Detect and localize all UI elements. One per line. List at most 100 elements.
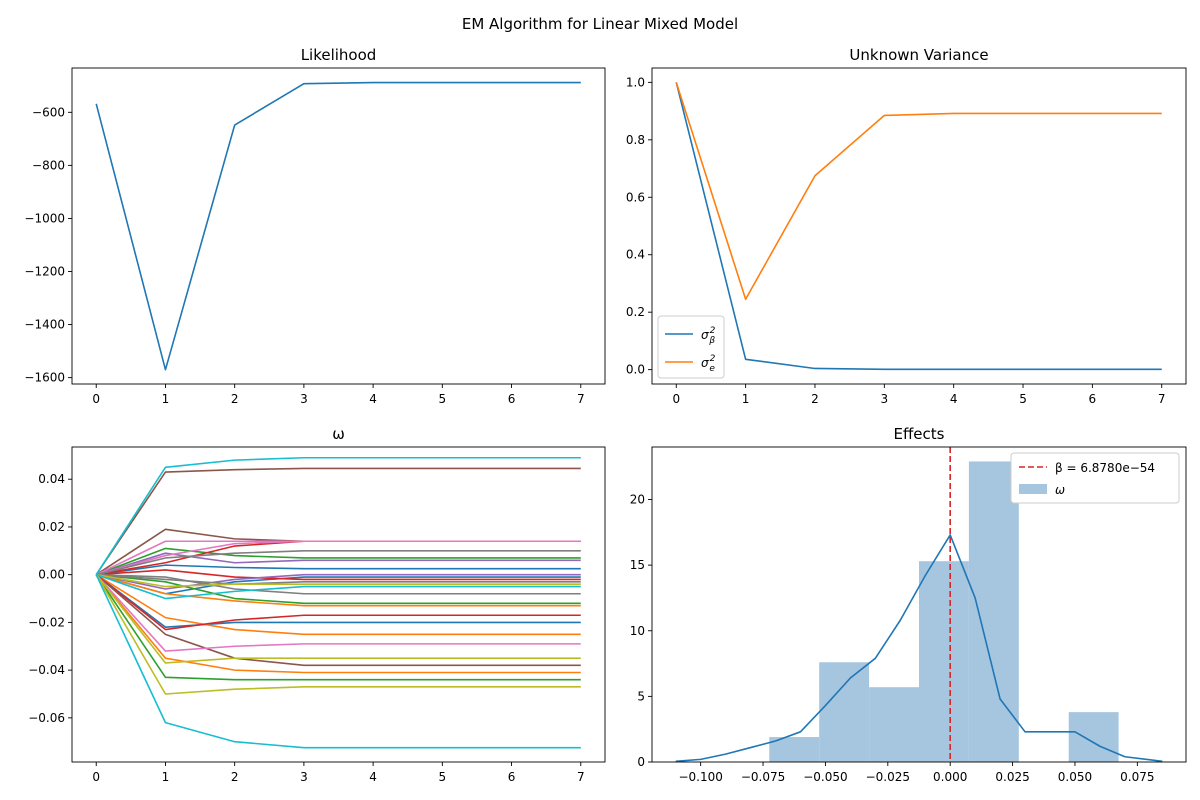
x-tick-label: 0.050 — [1058, 770, 1092, 784]
series-line — [95, 467, 581, 576]
y-tick-label: 0 — [637, 755, 645, 769]
y-tick-label: 0.0 — [626, 363, 645, 377]
series-line — [95, 574, 581, 664]
y-tick-label: −0.04 — [28, 663, 65, 677]
x-tick-label: 2 — [231, 392, 239, 406]
x-tick-label: −0.050 — [803, 770, 847, 784]
y-tick-label: 0.4 — [626, 248, 645, 262]
y-tick-label: 10 — [630, 624, 645, 638]
x-tick-label: 2 — [231, 770, 239, 784]
series-line — [96, 573, 581, 590]
histogram-bar — [819, 662, 870, 762]
panel-title: Likelihood — [301, 46, 377, 64]
axes-frame — [651, 67, 1187, 385]
series-line — [95, 540, 581, 576]
x-tick-label: 7 — [1158, 392, 1166, 406]
omega-panel: ω 0 1 2 3 4 5 6 7 −0.06 −0.04 −0.02 0.00 0.02 0.04 — [28, 425, 606, 784]
x-tick-label: 7 — [577, 770, 585, 784]
x-tick-label: 4 — [369, 770, 377, 784]
series-line — [96, 569, 581, 581]
x-tick-label: 1 — [162, 392, 170, 406]
y-tick-label: −1600 — [24, 371, 65, 385]
variance-panel: Unknown Variance 0 1 2 3 4 5 6 7 0.0 0.2 0.4 0.6 0.8 1… — [626, 46, 1187, 406]
y-tick-label: 0.04 — [38, 472, 65, 486]
x-tick-label: 5 — [1019, 392, 1027, 406]
series-line — [95, 547, 581, 576]
series-line — [95, 528, 581, 576]
legend-label: β = 6.8780e−54 — [1055, 461, 1155, 475]
x-tick-label: 1 — [162, 770, 170, 784]
y-tick-label: 0.00 — [38, 568, 65, 582]
histogram-bar — [968, 461, 1019, 762]
y-tick-label: −1000 — [24, 211, 65, 225]
x-tick-label: −0.075 — [741, 770, 785, 784]
x-tick-label: 5 — [439, 392, 447, 406]
histogram-bar — [869, 687, 919, 762]
panel-title: ω — [332, 425, 345, 443]
series-line — [95, 574, 581, 681]
x-tick-label: 2 — [811, 392, 819, 406]
x-tick-label: −0.025 — [866, 770, 910, 784]
x-tick-label: 4 — [950, 392, 958, 406]
x-tick-label: 1 — [742, 392, 750, 406]
x-tick-label: 7 — [577, 392, 585, 406]
panel-title: Unknown Variance — [849, 46, 988, 64]
y-tick-label: −600 — [32, 105, 65, 119]
x-tick-label: 0.000 — [933, 770, 967, 784]
series-line — [95, 574, 581, 631]
x-tick-label: 3 — [300, 770, 308, 784]
series-line — [95, 574, 581, 628]
series-line — [96, 564, 581, 576]
series-line — [95, 574, 581, 667]
y-tick-label: −0.02 — [28, 615, 65, 629]
x-tick-label: 0.075 — [1120, 770, 1154, 784]
x-tick-label: 6 — [508, 392, 516, 406]
y-tick-label: −1400 — [24, 318, 65, 332]
series-line — [95, 574, 581, 674]
series-line — [96, 573, 581, 607]
y-tick-label: 0.02 — [38, 520, 65, 534]
y-tick-label: 0.6 — [626, 190, 645, 204]
y-tick-label: 1.0 — [626, 75, 645, 89]
histogram-bar — [1068, 712, 1119, 762]
y-tick-label: −1200 — [24, 265, 65, 279]
legend-label: σ2 e — [701, 354, 716, 374]
y-tick-label: −0.06 — [28, 711, 65, 725]
series-line — [96, 573, 581, 595]
x-tick-label: 0 — [92, 392, 100, 406]
histogram-bar — [769, 737, 820, 762]
y-tick-label: 0.8 — [626, 133, 645, 147]
x-tick-label: 0 — [92, 770, 100, 784]
legend-label: σ2 β — [701, 326, 716, 346]
x-tick-label: 4 — [369, 392, 377, 406]
y-tick-label: 15 — [630, 558, 645, 572]
legend-box — [1010, 452, 1180, 504]
axes-frame — [71, 446, 606, 763]
figure-title: EM Algorithm for Linear Mixed Model — [462, 15, 738, 33]
histogram-bar — [919, 561, 969, 762]
panel-title: Effects — [894, 425, 945, 443]
series-line — [95, 573, 581, 636]
series-line — [95, 574, 581, 652]
kde-line — [675, 534, 1163, 763]
x-tick-label: −0.100 — [678, 770, 722, 784]
effects-panel: Effects −0.100 −0.075 −0.050 −0.025 0.000 0.02… — [630, 425, 1187, 784]
series-line — [95, 456, 581, 576]
x-tick-label: 0 — [672, 392, 680, 406]
series-line — [95, 573, 581, 600]
y-tick-label: 0.2 — [626, 305, 645, 319]
series-line — [675, 82, 1162, 371]
series-line — [95, 574, 581, 695]
series-line — [96, 573, 581, 595]
y-tick-label: 5 — [637, 689, 645, 703]
series-line — [96, 573, 581, 588]
likelihood-panel: Likelihood 0 1 2 3 4 5 6 7 −1600 −1400 −1200 −1000 −8… — [24, 46, 606, 406]
x-tick-label: 6 — [1089, 392, 1097, 406]
x-tick-label: 6 — [508, 770, 516, 784]
x-tick-label: 5 — [439, 770, 447, 784]
legend-label: ω — [1055, 483, 1065, 497]
series-line — [96, 550, 581, 576]
axes-frame — [651, 446, 1187, 763]
